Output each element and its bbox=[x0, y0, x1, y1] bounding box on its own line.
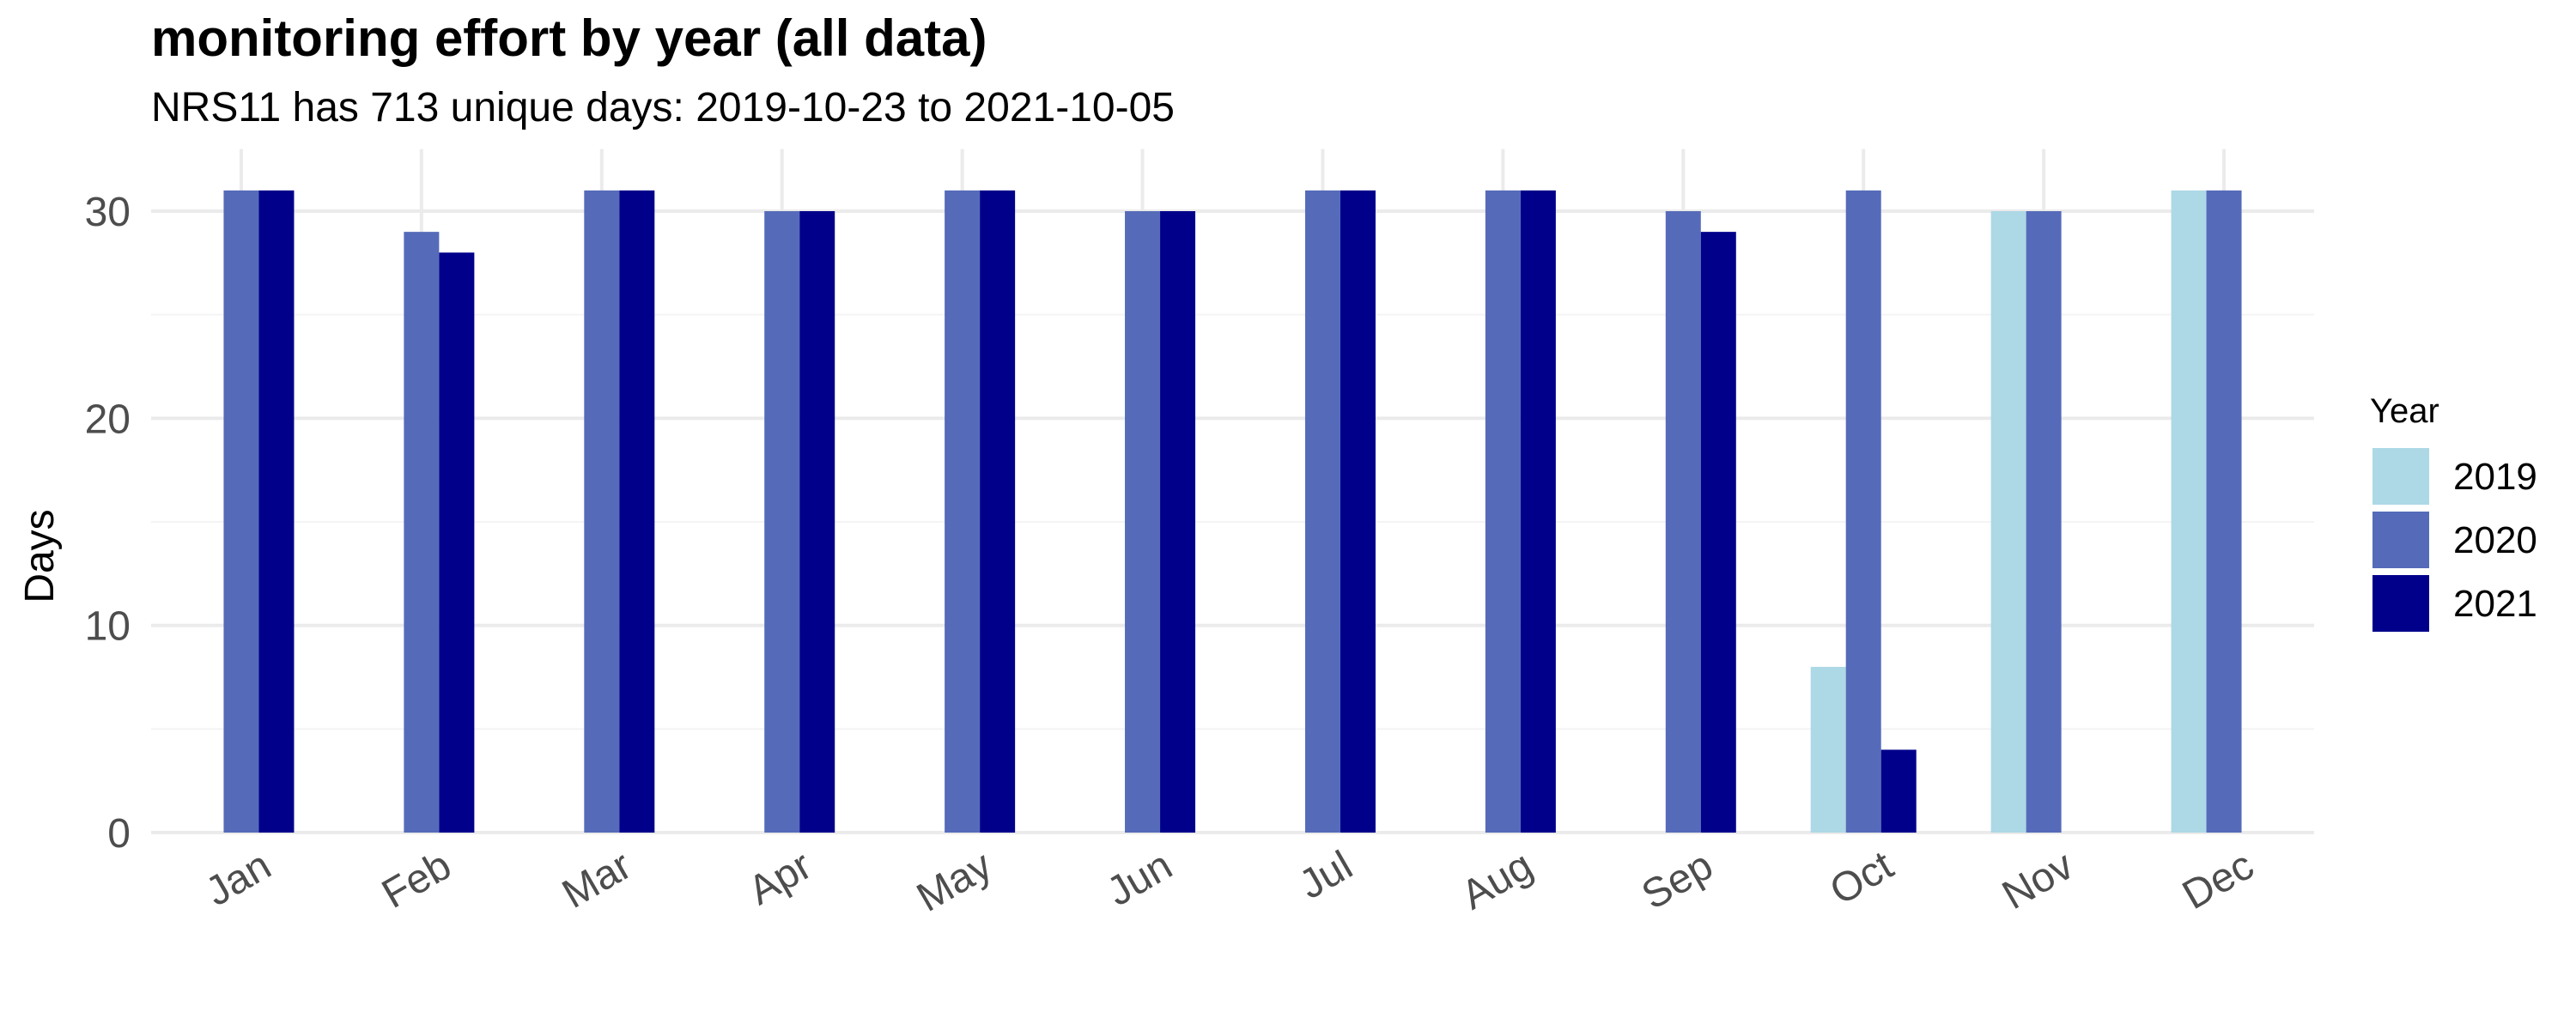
bar-2020-jun bbox=[1125, 211, 1161, 833]
legend-label-2020: 2020 bbox=[2453, 519, 2537, 561]
bar-2020-oct bbox=[1845, 190, 1881, 833]
x-tick-label-jul: Jul bbox=[1291, 843, 1360, 909]
bar-2019-dec bbox=[2171, 190, 2207, 833]
bar-2020-may bbox=[945, 190, 981, 833]
x-tick-label-feb: Feb bbox=[374, 843, 459, 918]
bars bbox=[223, 190, 2242, 833]
y-tick-label: 0 bbox=[107, 811, 131, 857]
x-tick-label-apr: Apr bbox=[741, 843, 819, 914]
y-tick-label: 30 bbox=[85, 190, 131, 235]
legend-title: Year bbox=[2370, 392, 2439, 430]
legend: Year 2019 2020 2021 bbox=[2370, 392, 2537, 632]
legend-label-2021: 2021 bbox=[2453, 583, 2537, 625]
bar-2020-sep bbox=[1665, 211, 1701, 833]
grid-lines bbox=[151, 148, 2314, 834]
bar-2021-jul bbox=[1340, 190, 1376, 833]
y-axis-ticks: 0 10 20 30 bbox=[85, 190, 131, 857]
x-tick-label-sep: Sep bbox=[1634, 843, 1720, 919]
chart-subtitle: NRS11 has 713 unique days: 2019-10-23 to… bbox=[151, 85, 1175, 130]
bar-2021-oct bbox=[1880, 749, 1917, 833]
legend-label-2019: 2019 bbox=[2453, 456, 2537, 498]
bar-2020-jul bbox=[1304, 190, 1340, 833]
bar-2021-aug bbox=[1520, 190, 1556, 833]
x-tick-label-dec: Dec bbox=[2175, 843, 2261, 919]
x-tick-label-jun: Jun bbox=[1100, 843, 1181, 916]
y-axis-title: Days bbox=[17, 509, 63, 603]
y-tick-label: 10 bbox=[85, 604, 131, 650]
bar-2019-oct bbox=[1810, 666, 1846, 833]
x-tick-label-oct: Oct bbox=[1823, 843, 1901, 914]
x-axis-ticks: Jan Feb Mar Apr May Jun Jul Aug Sep Oct Nov Dec bbox=[198, 843, 2262, 921]
bar-2020-mar bbox=[584, 190, 620, 833]
bar-2020-nov bbox=[2026, 211, 2062, 833]
bar-2020-aug bbox=[1485, 190, 1521, 833]
bar-2021-may bbox=[980, 190, 1016, 833]
bar-2021-jun bbox=[1160, 211, 1196, 833]
x-tick-label-aug: Aug bbox=[1454, 843, 1540, 919]
legend-key-2019 bbox=[2372, 448, 2429, 505]
legend-key-2020 bbox=[2372, 512, 2429, 568]
bar-2021-mar bbox=[619, 190, 655, 833]
y-tick-label: 20 bbox=[85, 397, 131, 442]
legend-key-2021 bbox=[2372, 575, 2429, 632]
bar-2021-apr bbox=[799, 211, 835, 833]
bar-2020-feb bbox=[404, 232, 440, 833]
x-tick-label-nov: Nov bbox=[1995, 843, 2081, 919]
bar-2020-dec bbox=[2206, 190, 2242, 833]
bar-2020-apr bbox=[764, 211, 800, 833]
bar-2021-feb bbox=[439, 252, 475, 833]
x-tick-label-mar: Mar bbox=[555, 843, 639, 918]
chart-title: monitoring effort by year (all data) bbox=[151, 9, 987, 67]
x-tick-label-jan: Jan bbox=[198, 843, 279, 916]
bar-2021-jan bbox=[258, 190, 295, 833]
x-tick-label-may: May bbox=[909, 843, 999, 921]
bar-2019-nov bbox=[1990, 211, 2026, 833]
bar-2020-jan bbox=[223, 190, 259, 833]
bar-2021-sep bbox=[1700, 232, 1736, 833]
